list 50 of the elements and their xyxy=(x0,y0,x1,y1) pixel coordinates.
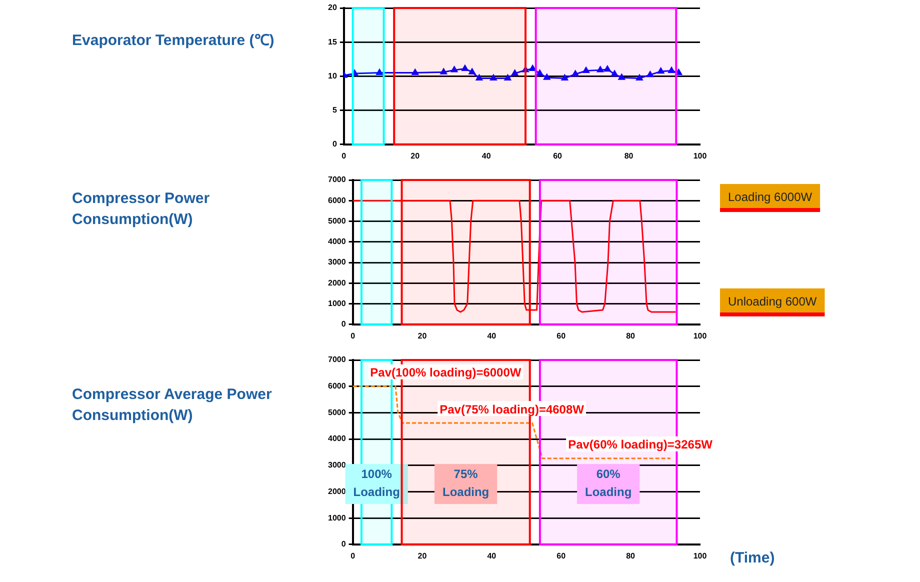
x-tick-label: 60 xyxy=(553,151,563,160)
x-tick-label: 80 xyxy=(626,551,636,560)
y-tick-label: 5 xyxy=(332,106,338,115)
y-tick-label: 2000 xyxy=(328,486,346,496)
text: Unloading 600W xyxy=(728,294,818,308)
y-tick-label: 7000 xyxy=(328,175,346,184)
y-tick-label: 15 xyxy=(328,37,338,46)
y-tick-label: 10 xyxy=(328,71,338,80)
y-tick-label: 6000 xyxy=(328,196,346,205)
band-label: 75% Loading xyxy=(442,467,490,500)
band-label: 60% Loading xyxy=(585,467,632,500)
x-tick-label: 40 xyxy=(487,551,497,560)
annotation: Pav(75% loading)=4608W xyxy=(440,402,585,416)
y-tick-label: 2000 xyxy=(328,278,346,288)
x-tick-label: 20 xyxy=(418,331,428,340)
x-tick-label: 60 xyxy=(556,551,566,560)
x-tick-label: 20 xyxy=(410,151,420,160)
x-tick-label: 100 xyxy=(693,331,708,340)
x-tick-label: 80 xyxy=(626,331,636,340)
x-tick-label: 0 xyxy=(350,331,356,340)
y-tick-label: 7000 xyxy=(328,355,346,364)
x-tick-label: 40 xyxy=(482,151,492,160)
y-axis-title: Evaporator Temperature (℃) xyxy=(72,31,276,51)
x-tick-label: 60 xyxy=(556,331,566,340)
y-tick-label: 1000 xyxy=(328,513,346,522)
y-tick-label: 0 xyxy=(332,140,338,149)
y-tick-label: 4000 xyxy=(328,237,346,246)
y-tick-label: 3000 xyxy=(328,258,346,267)
y-tick-label: 5000 xyxy=(328,216,346,226)
x-axis-title: (Time) xyxy=(730,550,775,567)
annotation: Pav(60% loading)=3265W xyxy=(568,438,714,452)
x-tick-label: 40 xyxy=(487,331,497,340)
y-tick-label: 1000 xyxy=(328,298,346,308)
y-axis-title: Compressor Average Power Consumption(W) xyxy=(72,385,273,426)
y-tick-label: 3000 xyxy=(328,460,346,470)
y-tick-label: 20 xyxy=(328,3,338,12)
annotation: Pav(100% loading)=6000W xyxy=(370,366,522,380)
y-tick-label: 6000 xyxy=(328,382,346,391)
band-label: 100% Loading xyxy=(353,467,400,500)
y-tick-label: 0 xyxy=(341,540,346,549)
x-tick-label: 100 xyxy=(693,551,708,560)
text: Loading 6000W xyxy=(728,190,813,204)
y-tick-label: 5000 xyxy=(328,408,346,417)
y-tick-label: 0 xyxy=(341,320,346,329)
y-axis-title: Compressor Power Consumption(W) xyxy=(72,189,211,230)
x-tick-label: 100 xyxy=(693,151,708,160)
x-tick-label: 0 xyxy=(350,551,356,560)
x-tick-label: 20 xyxy=(418,551,428,560)
y-tick-label: 4000 xyxy=(328,434,346,444)
x-tick-label: 80 xyxy=(624,151,634,160)
